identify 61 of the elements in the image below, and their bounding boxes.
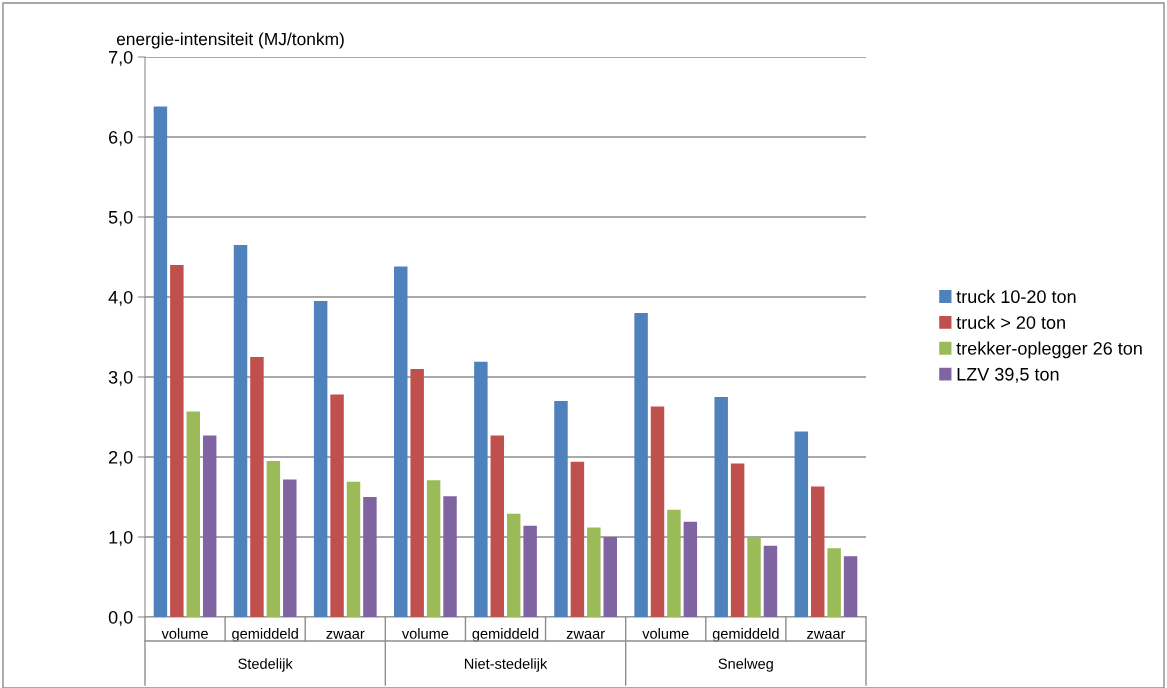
bar — [506, 513, 521, 617]
bar — [410, 369, 424, 617]
y-axis-title: energie-intensiteit (MJ/tonkm) — [116, 32, 344, 49]
bar — [490, 435, 505, 617]
legend-label: trekker-oplegger 26 ton — [956, 341, 1142, 359]
bar — [587, 527, 601, 617]
bar — [794, 431, 809, 617]
text: Niet-stedelijk — [464, 658, 548, 672]
bar — [313, 301, 328, 617]
bar — [330, 394, 344, 617]
x-tick-label: volume — [161, 628, 208, 639]
text: Stedelijk — [238, 658, 293, 672]
bar — [394, 266, 408, 617]
y-tick-label: 1,0 — [109, 530, 133, 546]
y-tick-label: 0,0 — [108, 610, 133, 626]
bar — [283, 479, 297, 617]
bar — [250, 357, 264, 617]
x-tick-label: volume — [642, 628, 689, 639]
legend-label: truck 10-20 ton — [956, 289, 1076, 304]
bar — [667, 509, 681, 617]
x-tick-label: zwaar — [326, 630, 365, 639]
bar — [426, 480, 441, 617]
bar — [714, 397, 728, 617]
bar — [683, 521, 698, 617]
bar — [474, 361, 488, 617]
y-tick-label: 2,0 — [109, 450, 133, 466]
bar — [346, 481, 361, 617]
y-tick-label: 6,0 — [109, 130, 133, 146]
x-tick-label: zwaar — [807, 630, 846, 639]
bar — [811, 486, 825, 617]
bar — [763, 545, 778, 617]
x-tick-label: volume — [401, 628, 449, 639]
bar — [747, 537, 761, 617]
bar — [650, 406, 665, 617]
bar — [202, 435, 217, 617]
bar — [233, 245, 248, 617]
y-tick-label: 4,0 — [108, 290, 133, 306]
bar — [523, 525, 537, 617]
bar — [554, 401, 568, 617]
bar — [827, 548, 841, 617]
legend-label: LZV 39,5 ton — [957, 367, 1059, 383]
bar — [170, 265, 184, 617]
bar — [266, 461, 281, 617]
text: Snelweg — [718, 658, 773, 672]
x-tick-label: gemiddeld — [232, 628, 298, 642]
y-tick-label: 3,0 — [108, 370, 133, 386]
bar — [443, 496, 457, 617]
y-tick-label: 5,0 — [108, 210, 133, 226]
bar — [186, 411, 200, 617]
bar — [634, 313, 648, 617]
x-tick-label: gemiddeld — [472, 628, 539, 642]
bar — [363, 497, 377, 617]
x-tick-label: gemiddeld — [712, 628, 779, 642]
legend-label: truck > 20 ton — [956, 315, 1065, 329]
bar — [153, 106, 168, 617]
bar — [570, 461, 585, 617]
bar — [730, 463, 745, 617]
y-tick-label: 7,0 — [109, 50, 133, 66]
bar — [603, 537, 617, 617]
x-tick-label: zwaar — [566, 630, 605, 639]
bar — [843, 556, 858, 617]
